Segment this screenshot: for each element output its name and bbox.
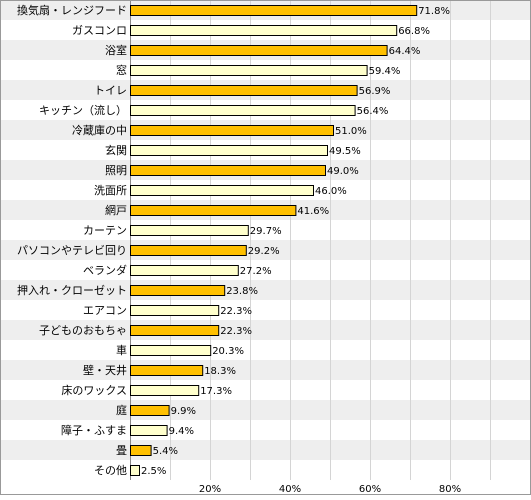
category-label: 障子・ふすま bbox=[61, 423, 127, 437]
category-label: トイレ bbox=[94, 84, 127, 97]
category-label: カーテン bbox=[83, 224, 127, 237]
bar bbox=[130, 325, 220, 336]
value-label: 29.2% bbox=[248, 246, 280, 257]
row-shade bbox=[0, 360, 531, 380]
bar bbox=[130, 445, 152, 456]
value-label: 56.9% bbox=[359, 86, 391, 97]
category-label: 照明 bbox=[105, 164, 127, 177]
bar bbox=[130, 225, 249, 236]
bar bbox=[130, 345, 212, 356]
x-tick-label: 40% bbox=[279, 484, 301, 495]
value-label: 17.3% bbox=[200, 386, 232, 397]
value-label: 9.4% bbox=[169, 426, 194, 437]
bar bbox=[130, 125, 334, 136]
category-label: ガスコンロ bbox=[72, 24, 127, 37]
x-tick-label: 80% bbox=[439, 484, 461, 495]
value-label: 22.3% bbox=[220, 326, 252, 337]
row-shade bbox=[0, 440, 531, 460]
category-label: 玄関 bbox=[105, 143, 127, 157]
value-label: 2.5% bbox=[141, 466, 166, 477]
category-label: 窓 bbox=[116, 63, 127, 77]
bar bbox=[130, 205, 297, 216]
category-label: 洗面所 bbox=[94, 184, 127, 197]
bar bbox=[130, 85, 358, 96]
value-label: 41.6% bbox=[297, 206, 329, 217]
value-label: 51.0% bbox=[335, 126, 367, 137]
value-label: 29.7% bbox=[250, 226, 282, 237]
x-tick-label: 60% bbox=[359, 484, 381, 495]
bar bbox=[130, 165, 326, 176]
value-label: 64.4% bbox=[389, 46, 421, 57]
value-label: 71.8% bbox=[418, 6, 450, 17]
bar bbox=[130, 5, 418, 16]
value-label: 49.0% bbox=[327, 166, 359, 177]
bar bbox=[130, 405, 170, 416]
bar bbox=[130, 465, 140, 476]
bar bbox=[130, 385, 200, 396]
value-label: 56.4% bbox=[357, 106, 389, 117]
bar bbox=[130, 25, 398, 36]
value-label: 20.3% bbox=[212, 346, 244, 357]
bar bbox=[130, 65, 368, 76]
category-label: キッチン（流し） bbox=[39, 103, 127, 117]
category-label: 庭 bbox=[116, 403, 127, 417]
value-label: 66.8% bbox=[398, 26, 430, 37]
value-label: 18.3% bbox=[204, 366, 236, 377]
value-label: 49.5% bbox=[329, 146, 361, 157]
bar bbox=[130, 45, 388, 56]
category-label: その他 bbox=[94, 464, 127, 477]
category-label: 浴室 bbox=[105, 43, 127, 57]
category-label: 押入れ・クローゼット bbox=[17, 283, 127, 297]
value-label: 9.9% bbox=[171, 406, 196, 417]
category-label: ベランダ bbox=[83, 263, 127, 277]
category-label: 畳 bbox=[116, 444, 127, 457]
category-label: 網戸 bbox=[105, 203, 127, 217]
bar bbox=[130, 365, 204, 376]
bar bbox=[130, 185, 314, 196]
value-label: 46.0% bbox=[315, 186, 347, 197]
category-label: 子どものおもちゃ bbox=[39, 324, 127, 337]
value-label: 23.8% bbox=[226, 286, 258, 297]
value-label: 22.3% bbox=[220, 306, 252, 317]
category-label: 床のワックス bbox=[61, 383, 127, 397]
bar bbox=[130, 245, 247, 256]
bar bbox=[130, 145, 328, 156]
category-label: 冷蔵庫の中 bbox=[72, 123, 127, 137]
category-label: 換気扇・レンジフード bbox=[17, 3, 127, 17]
value-label: 59.4% bbox=[369, 66, 401, 77]
bar bbox=[130, 265, 239, 276]
value-label: 27.2% bbox=[240, 266, 272, 277]
x-tick-label: 20% bbox=[199, 484, 221, 495]
value-label: 5.4% bbox=[153, 446, 178, 457]
category-label: パソコンやテレビ回り bbox=[17, 244, 127, 257]
category-label: エアコン bbox=[83, 304, 127, 317]
row-shade bbox=[0, 400, 531, 420]
bar bbox=[130, 105, 356, 116]
bar bbox=[130, 305, 220, 316]
bar bbox=[130, 425, 168, 436]
bar bbox=[130, 285, 226, 296]
category-label: 壁・天井 bbox=[83, 363, 127, 377]
category-label: 車 bbox=[116, 343, 127, 357]
